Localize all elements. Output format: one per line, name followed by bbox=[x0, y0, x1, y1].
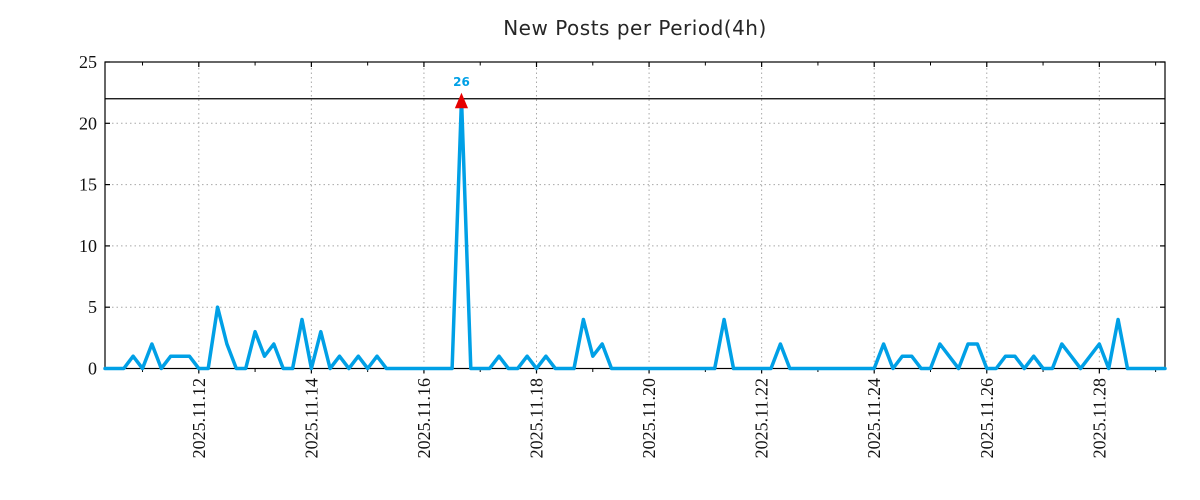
y-tick-label: 25 bbox=[79, 52, 97, 72]
x-tick-label: 2025.11.22 bbox=[752, 378, 772, 458]
x-tick-label: 2025.11.20 bbox=[639, 378, 659, 458]
y-tick-label: 20 bbox=[79, 113, 97, 133]
x-tick-label: 2025.11.18 bbox=[527, 378, 547, 458]
peak-value-label: 26 bbox=[453, 75, 470, 89]
y-tick-label: 5 bbox=[88, 297, 97, 317]
y-tick-label: 15 bbox=[79, 175, 97, 195]
data-line bbox=[103, 97, 1167, 371]
y-tick-label: 10 bbox=[79, 236, 97, 256]
x-tick-label: 2025.11.12 bbox=[189, 378, 209, 458]
x-tick-label: 2025.11.14 bbox=[301, 378, 321, 458]
x-tick-label: 2025.11.26 bbox=[977, 378, 997, 458]
chart-title: New Posts per Period(4h) bbox=[503, 16, 767, 40]
x-tick-label: 2025.11.24 bbox=[864, 378, 884, 458]
peak-clip-marker bbox=[454, 92, 469, 109]
x-tick-label: 2025.11.28 bbox=[1089, 378, 1109, 458]
plot-border bbox=[104, 61, 1166, 370]
x-tick-label: 2025.11.16 bbox=[414, 378, 434, 458]
y-tick-label: 0 bbox=[88, 359, 97, 379]
